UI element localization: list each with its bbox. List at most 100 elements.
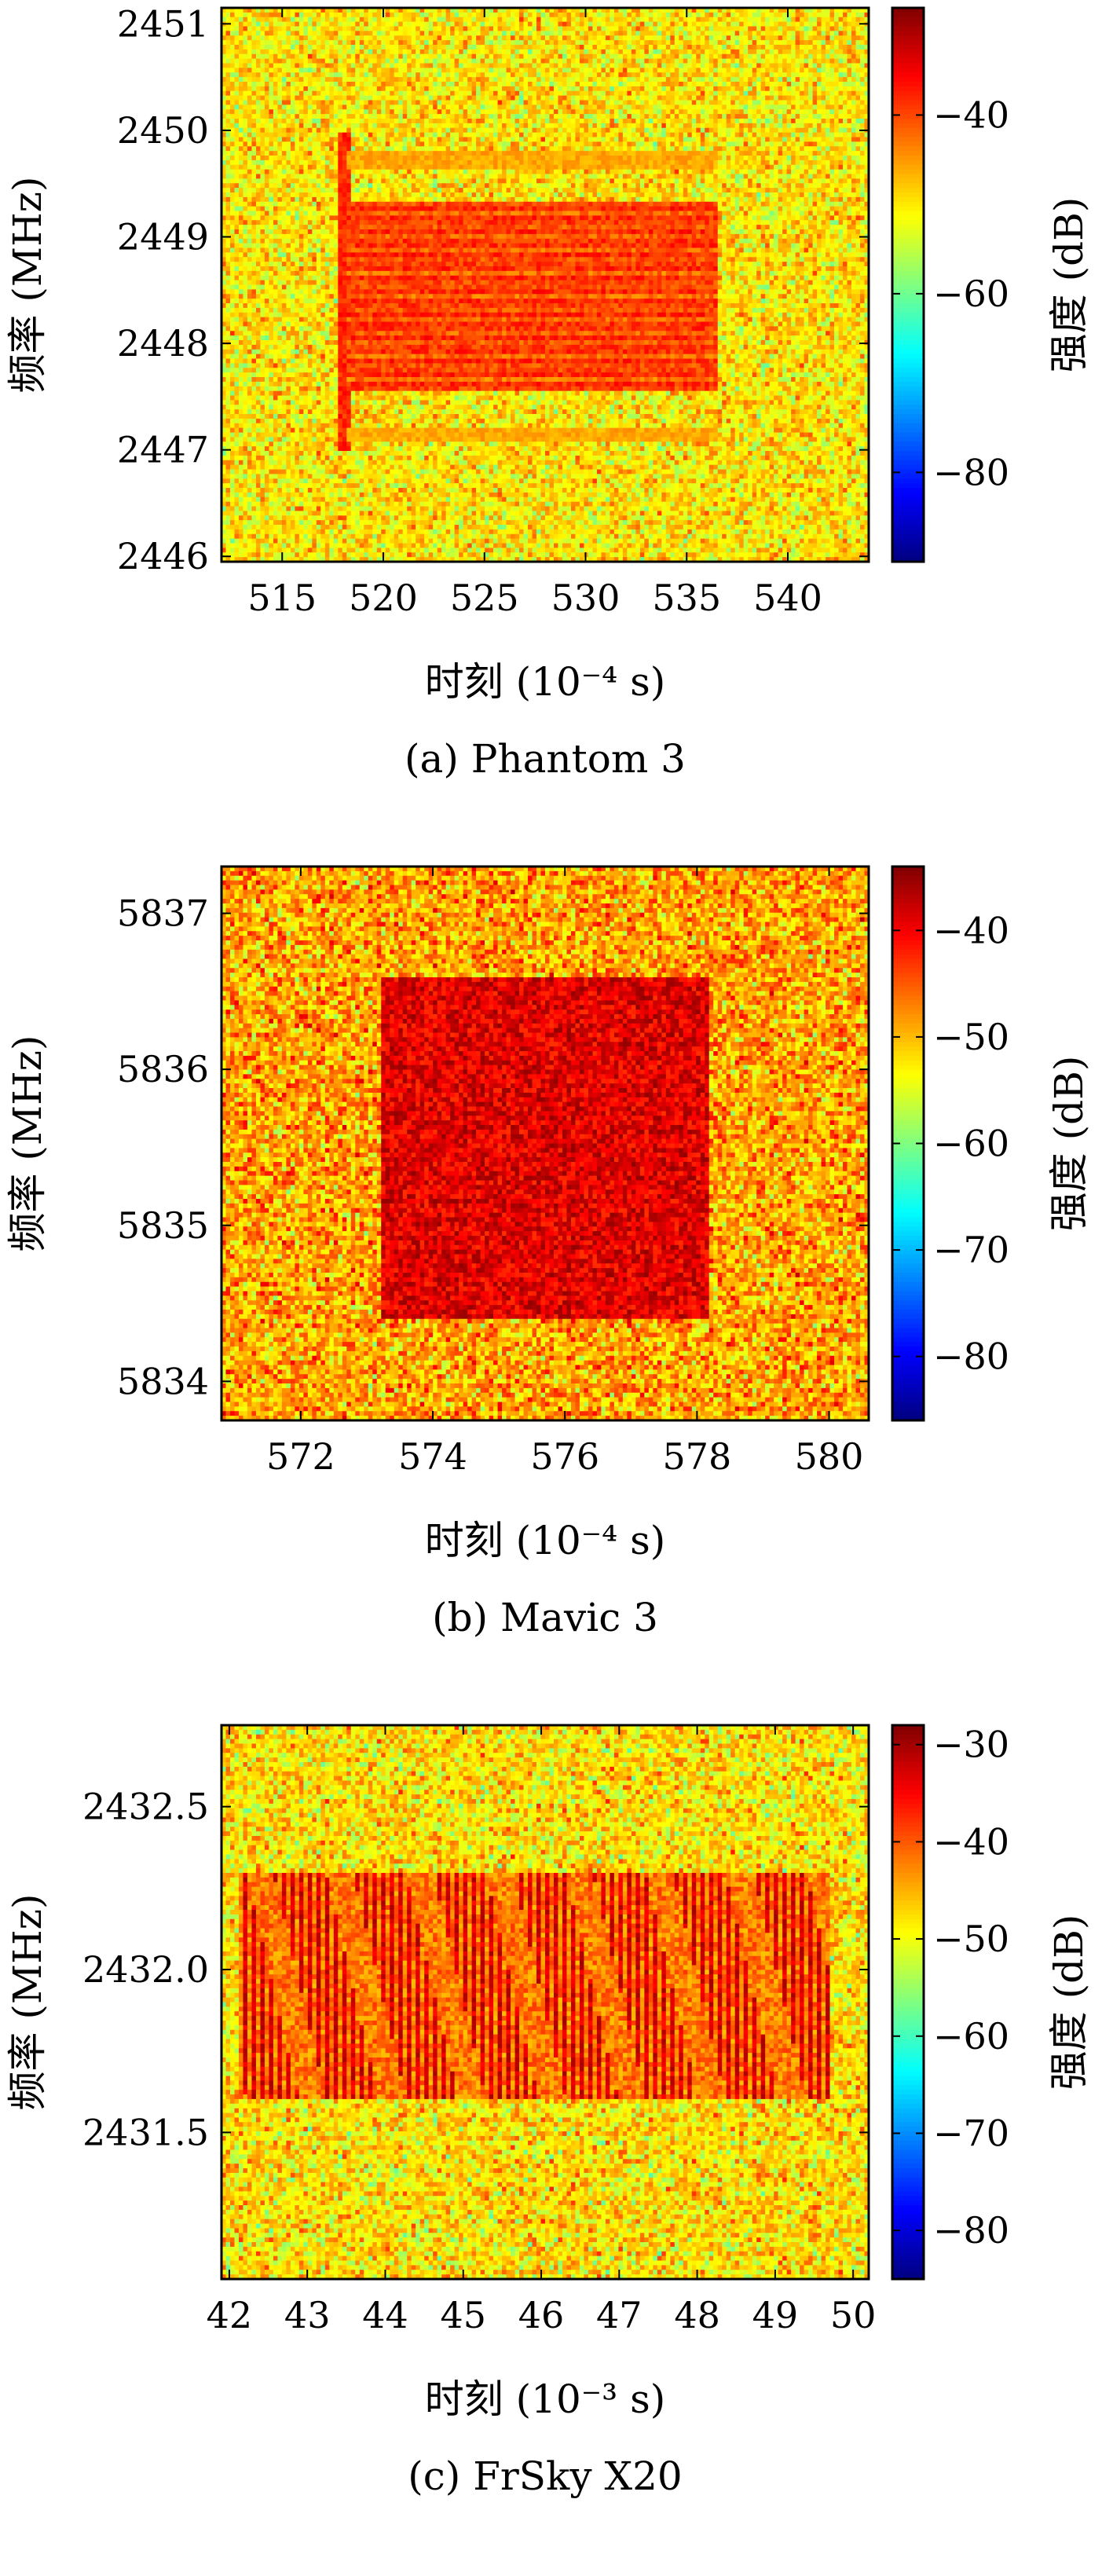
heatmap-cell (381, 141, 386, 146)
heatmap-cell (386, 363, 390, 368)
heatmap-cell (320, 35, 325, 40)
heatmap-cell (355, 289, 360, 294)
heatmap-cell (325, 72, 330, 77)
heatmap-cell (317, 525, 321, 529)
heatmap-cell (260, 13, 265, 17)
heatmap-cell (291, 303, 295, 308)
heatmap-cell (256, 137, 261, 142)
heatmap-cell (243, 534, 247, 539)
heatmap-cell (243, 507, 247, 511)
heatmap-cell (225, 529, 230, 534)
heatmap-cell (325, 507, 330, 511)
heatmap-cell (256, 442, 261, 446)
heatmap-cell (386, 525, 390, 529)
heatmap-cell (386, 262, 390, 266)
heatmap-cell (377, 31, 382, 35)
heatmap-cell (377, 197, 382, 202)
heatmap-cell (225, 451, 230, 456)
heatmap-cell (234, 529, 239, 534)
heatmap-cell (273, 68, 278, 72)
heatmap-cell (239, 419, 243, 423)
heatmap-cell (317, 262, 321, 266)
heatmap-cell (282, 525, 287, 529)
heatmap-cell (277, 299, 282, 303)
heatmap-cell (308, 82, 313, 86)
heatmap-cell (247, 262, 252, 266)
heatmap-cell (273, 22, 278, 27)
heatmap-cell (325, 244, 330, 248)
heatmap-cell (282, 313, 287, 317)
heatmap-cell (329, 248, 334, 253)
heatmap-cell (377, 77, 382, 82)
heatmap-cell (282, 529, 287, 534)
heatmap-cell (277, 493, 282, 497)
heatmap-cell (234, 299, 239, 303)
heatmap-cell (355, 59, 360, 64)
heatmap-cell (295, 35, 299, 40)
heatmap-cell (269, 174, 273, 179)
heatmap-cell (299, 478, 304, 483)
heatmap-cell (286, 266, 291, 271)
heatmap-cell (372, 54, 377, 59)
heatmap-cell (334, 405, 339, 409)
heatmap-cell (303, 465, 308, 470)
heatmap-cell (239, 433, 243, 438)
heatmap-cell (225, 156, 230, 160)
heatmap-cell (295, 229, 299, 234)
heatmap-cell (377, 202, 382, 207)
heatmap-cell (317, 207, 321, 211)
heatmap-cell (256, 215, 261, 220)
heatmap-cell (317, 340, 321, 345)
heatmap-cell (299, 280, 304, 285)
heatmap-cell (325, 137, 330, 142)
heatmap-cell (325, 266, 330, 271)
heatmap-cell (320, 141, 325, 146)
heatmap-cell (342, 423, 347, 428)
heatmap-cell (234, 493, 239, 497)
heatmap-cell (342, 326, 347, 331)
heatmap-cell (386, 160, 390, 165)
heatmap-cell (355, 529, 360, 534)
heatmap-cell (334, 220, 339, 225)
heatmap-cell (312, 160, 317, 165)
heatmap-cell (398, 234, 403, 239)
heatmap-cell (394, 252, 399, 257)
heatmap-cell (295, 276, 299, 280)
heatmap-cell (368, 359, 373, 364)
heatmap-cell (394, 137, 399, 142)
heatmap-cell (239, 229, 243, 234)
heatmap-cell (317, 156, 321, 160)
heatmap-cell (325, 17, 330, 22)
heatmap-cell (312, 478, 317, 483)
heatmap-cell (325, 215, 330, 220)
heatmap-cell (329, 502, 334, 507)
heatmap-cell (338, 285, 342, 290)
heatmap-cell (308, 493, 313, 497)
heatmap-cell (247, 13, 252, 17)
heatmap-cell (325, 470, 330, 475)
heatmap-cell (239, 215, 243, 220)
heatmap-cell (265, 433, 269, 438)
heatmap-cell (273, 493, 278, 497)
heatmap-cell (225, 202, 230, 207)
heatmap-cell (265, 391, 269, 396)
heatmap-cell (329, 220, 334, 225)
heatmap-cell (386, 31, 390, 35)
heatmap-cell (317, 104, 321, 109)
heatmap-cell (243, 156, 247, 160)
heatmap-cell (295, 322, 299, 327)
heatmap-cell (269, 109, 273, 114)
heatmap-cell (277, 303, 282, 308)
heatmap-cell (346, 285, 351, 290)
heatmap-cell (386, 552, 390, 557)
heatmap-cell (386, 197, 390, 202)
heatmap-cell (286, 276, 291, 280)
heatmap-cell (312, 141, 317, 146)
heatmap-cell (282, 225, 287, 229)
heatmap-cell (342, 86, 347, 91)
heatmap-cell (386, 317, 390, 322)
heatmap-cell (247, 396, 252, 401)
heatmap-cell (364, 220, 368, 225)
heatmap-cell (256, 451, 261, 456)
heatmap-cell (269, 377, 273, 382)
